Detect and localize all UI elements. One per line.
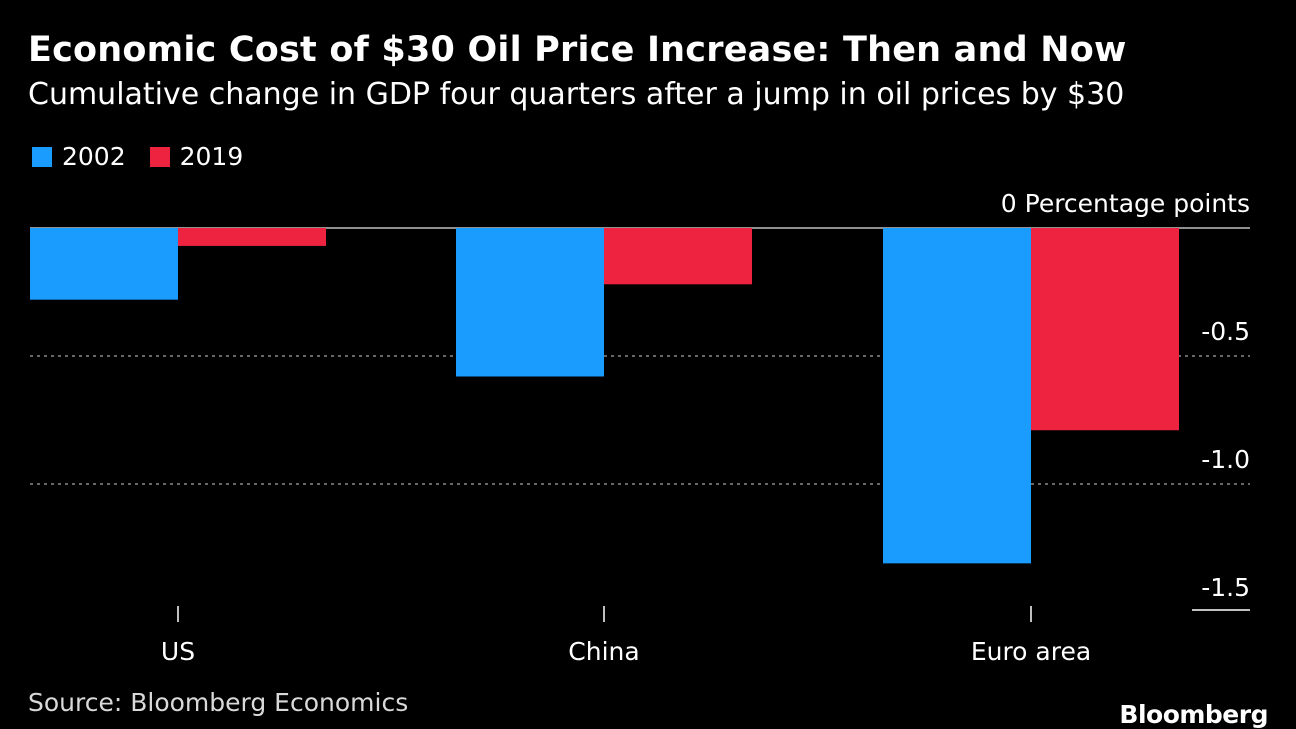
y-tick-label: 0 Percentage points — [1001, 189, 1250, 218]
chart-title: Economic Cost of $30 Oil Price Increase:… — [28, 30, 1127, 70]
bar-euro-area-2019 — [1031, 228, 1179, 431]
legend-swatch-2002 — [32, 146, 52, 167]
bar-us-2002 — [30, 228, 178, 300]
legend: 2002 2019 — [32, 142, 267, 171]
bar-euro-area-2002 — [883, 228, 1031, 564]
legend-label-2002: 2002 — [62, 142, 126, 171]
x-tick-label: China — [568, 637, 639, 666]
legend-item-2002: 2002 — [32, 142, 126, 171]
bar-china-2019 — [604, 228, 752, 285]
y-tick-label: -1.5 — [1201, 573, 1250, 602]
legend-swatch-2019 — [149, 146, 170, 167]
legend-item-2019: 2019 — [149, 142, 244, 171]
legend-label-2019: 2019 — [179, 142, 244, 171]
chart-subtitle: Cumulative change in GDP four quarters a… — [28, 77, 1125, 112]
source-note: Source: Bloomberg Economics — [28, 688, 409, 717]
bar-us-2019 — [178, 228, 326, 246]
y-tick-label: -1.0 — [1201, 445, 1250, 474]
bloomberg-logo: Bloomberg — [1119, 700, 1268, 729]
x-tick-label: US — [161, 637, 195, 666]
y-tick-label: -0.5 — [1201, 317, 1250, 346]
bar-china-2002 — [456, 228, 604, 377]
x-tick-label: Euro area — [971, 637, 1091, 666]
